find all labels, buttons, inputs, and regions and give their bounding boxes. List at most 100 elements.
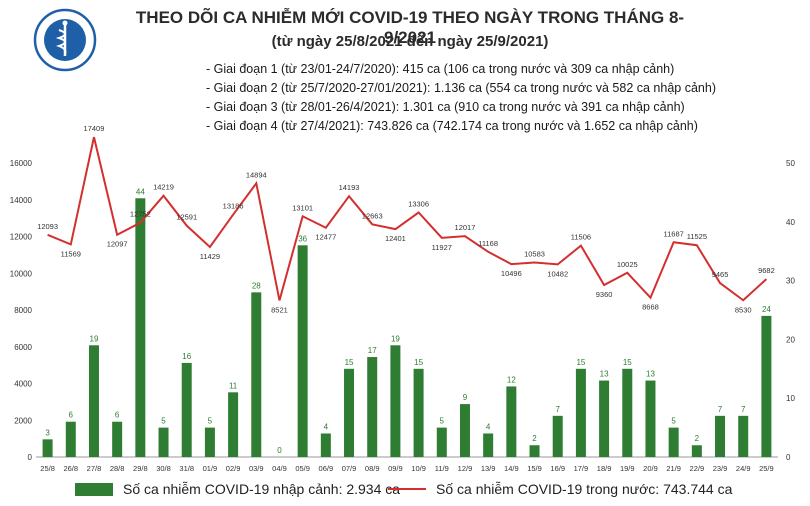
y-left-tick-label: 0 bbox=[28, 453, 33, 462]
chart-subtitle: (từ ngày 25/8/2021 đến ngày 25/9/2021) bbox=[271, 33, 549, 50]
x-tick-label: 23/9 bbox=[713, 464, 728, 473]
line-value-label: 11687 bbox=[664, 229, 684, 238]
phase-note: - Giai đoạn 2 (từ 25/7/2020-27/01/2021):… bbox=[206, 81, 716, 95]
bar-imported bbox=[529, 445, 540, 457]
line-value-label: 10025 bbox=[617, 260, 638, 269]
line-value-label: 12017 bbox=[455, 223, 476, 232]
bar-imported bbox=[575, 368, 586, 457]
bar-value-label: 9 bbox=[463, 393, 468, 402]
bar-imported bbox=[181, 362, 192, 457]
bar-imported bbox=[135, 198, 146, 457]
line-value-label: 14193 bbox=[339, 183, 360, 192]
x-tick-label: 29/8 bbox=[133, 464, 148, 473]
bar-imported bbox=[738, 415, 749, 457]
bar-imported bbox=[42, 439, 53, 457]
bar-value-label: 16 bbox=[182, 352, 191, 361]
bar-imported bbox=[320, 433, 331, 457]
bar-value-label: 6 bbox=[115, 411, 120, 420]
legend-imported-label: Số ca nhiễm COVID-19 nhập cảnh: 2.934 ca bbox=[123, 481, 401, 497]
line-value-label: 17409 bbox=[84, 124, 105, 133]
x-tick-label: 07/9 bbox=[342, 464, 357, 473]
line-value-label: 9682 bbox=[758, 266, 775, 275]
chart-title: THEO DÕI CA NHIỄM MỚI COVID-19 THEO NGÀY… bbox=[135, 8, 685, 47]
legend-imported: Số ca nhiễm COVID-19 nhập cảnh: 2.934 ca bbox=[75, 481, 400, 497]
bar-imported bbox=[761, 315, 772, 457]
x-tick-label: 21/9 bbox=[666, 464, 681, 473]
bar-imported bbox=[483, 433, 494, 457]
bar-value-label: 5 bbox=[208, 417, 213, 426]
legend-domestic: Số ca nhiễm COVID-19 trong nước: 743.744… bbox=[388, 481, 732, 497]
bar-value-label: 13 bbox=[646, 370, 655, 379]
line-value-label: 13101 bbox=[292, 203, 313, 212]
y-left-tick-label: 12000 bbox=[10, 233, 33, 242]
bar-value-label: 7 bbox=[741, 405, 746, 414]
phase-note: - Giai đoạn 1 (từ 23/01-24/7/2020): 415 … bbox=[206, 62, 675, 76]
line-value-label: 9465 bbox=[712, 270, 729, 279]
bar-value-label: 5 bbox=[440, 417, 445, 426]
line-value-label: 14894 bbox=[246, 170, 267, 179]
x-tick-label: 04/9 bbox=[272, 464, 287, 473]
x-tick-label: 09/9 bbox=[388, 464, 403, 473]
y-right-tick-label: 50 bbox=[786, 159, 795, 168]
x-tick-label: 14/9 bbox=[504, 464, 519, 473]
bar-imported bbox=[65, 421, 76, 457]
bar-imported bbox=[344, 368, 355, 457]
bar-value-label: 19 bbox=[391, 334, 400, 343]
y-left-tick-label: 16000 bbox=[10, 159, 33, 168]
x-tick-label: 26/8 bbox=[63, 464, 78, 473]
x-tick-label: 17/9 bbox=[574, 464, 589, 473]
phase-notes: - Giai đoạn 1 (từ 23/01-24/7/2020): 415 … bbox=[206, 60, 716, 136]
line-value-label: 12093 bbox=[37, 222, 58, 231]
bar-imported bbox=[367, 357, 378, 457]
bar-imported bbox=[228, 392, 239, 457]
bar-value-label: 28 bbox=[252, 281, 261, 290]
y-right-tick-label: 30 bbox=[786, 277, 795, 286]
x-tick-label: 12/9 bbox=[458, 464, 473, 473]
line-value-label: 12401 bbox=[385, 234, 406, 243]
legend-domestic-label: Số ca nhiễm COVID-19 trong nước: 743.744… bbox=[436, 481, 733, 497]
bar-value-label: 5 bbox=[671, 417, 676, 426]
y-right-tick-label: 0 bbox=[786, 453, 791, 462]
bar-value-label: 19 bbox=[90, 334, 99, 343]
bar-value-label: 44 bbox=[136, 187, 145, 196]
line-value-label: 12097 bbox=[107, 240, 128, 249]
x-tick-label: 11/9 bbox=[435, 464, 449, 473]
bar-value-label: 7 bbox=[718, 405, 723, 414]
line-value-label: 13306 bbox=[408, 200, 429, 209]
legend-line-swatch bbox=[388, 488, 426, 490]
line-value-label: 11525 bbox=[687, 232, 707, 241]
y-left-tick-label: 2000 bbox=[14, 416, 32, 425]
bar-value-label: 5 bbox=[161, 417, 166, 426]
bar-imported bbox=[251, 292, 262, 457]
line-value-label: 11927 bbox=[432, 243, 452, 252]
x-tick-label: 24/9 bbox=[736, 464, 751, 473]
phase-note: - Giai đoạn 4 (từ 27/4/2021): 743.826 ca… bbox=[206, 119, 698, 133]
x-tick-label: 28/8 bbox=[110, 464, 125, 473]
bar-imported bbox=[297, 245, 308, 457]
bar-imported bbox=[459, 404, 470, 457]
bar-imported bbox=[413, 368, 424, 457]
bar-imported bbox=[88, 345, 99, 457]
line-value-label: 8521 bbox=[271, 305, 288, 314]
bar-value-label: 2 bbox=[695, 434, 700, 443]
y-right-tick-label: 40 bbox=[786, 218, 795, 227]
line-value-label: 10583 bbox=[524, 250, 545, 259]
line-value-label: 11506 bbox=[571, 233, 591, 242]
bar-imported bbox=[204, 427, 215, 457]
bar-value-label: 24 bbox=[762, 305, 771, 314]
bar-imported bbox=[645, 380, 656, 457]
line-value-label: 9360 bbox=[596, 290, 613, 299]
bar-imported bbox=[552, 415, 563, 457]
line-value-label: 12663 bbox=[362, 211, 383, 220]
line-value-label: 10496 bbox=[501, 269, 522, 278]
bar-imported bbox=[715, 415, 726, 457]
x-tick-label: 31/8 bbox=[179, 464, 194, 473]
x-tick-label: 01/9 bbox=[203, 464, 218, 473]
x-tick-label: 06/9 bbox=[319, 464, 334, 473]
bar-value-label: 15 bbox=[345, 358, 354, 367]
bar-value-label: 17 bbox=[368, 346, 377, 355]
line-value-label: 14219 bbox=[153, 183, 174, 192]
bar-value-label: 15 bbox=[623, 358, 632, 367]
x-tick-label: 30/8 bbox=[156, 464, 171, 473]
x-tick-label: 20/9 bbox=[643, 464, 658, 473]
